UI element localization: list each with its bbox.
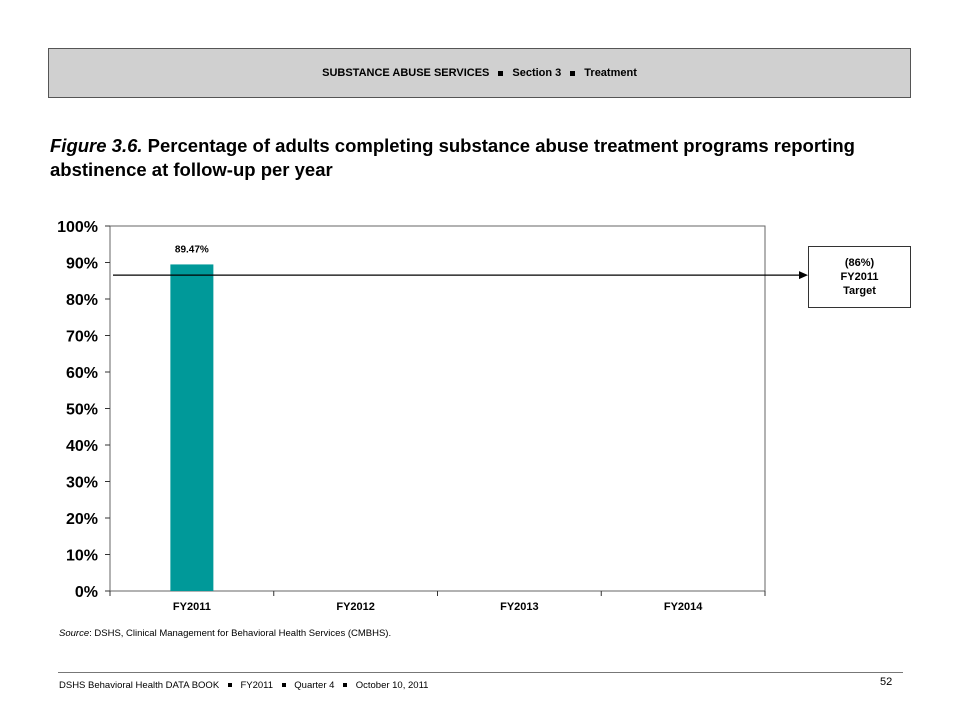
y-tick-label: 40% xyxy=(66,438,98,455)
footer-quarter: Quarter 4 xyxy=(294,680,335,691)
bar xyxy=(170,264,214,591)
source-note: Source: DSHS, Clinical Management for Be… xyxy=(59,628,391,639)
footer-year: FY2011 xyxy=(240,680,274,691)
separator-square-icon xyxy=(343,683,348,688)
separator-square-icon xyxy=(570,70,576,76)
separator-square-icon xyxy=(281,683,286,688)
target-value: (86%) xyxy=(844,257,875,269)
x-tick-label: FY2013 xyxy=(500,601,539,613)
y-tick-label: 100% xyxy=(57,219,98,236)
y-tick-label: 50% xyxy=(66,402,98,419)
y-tick-label: 20% xyxy=(66,511,98,528)
footer-date: October 10, 2011 xyxy=(355,680,429,691)
header-band: SUBSTANCE ABUSE SERVICES Section 3 Treat… xyxy=(48,48,911,98)
figure-number: Figure 3.6. xyxy=(50,135,143,156)
footer-book: DSHS Behavioral Health DATA BOOK xyxy=(59,680,220,691)
source-label: Source xyxy=(59,628,90,639)
y-tick-label: 70% xyxy=(66,329,98,346)
y-tick-label: 80% xyxy=(66,292,98,309)
figure-title-text: Percentage of adults completing substanc… xyxy=(50,135,855,180)
x-tick-label: FY2011 xyxy=(173,601,211,613)
footer: DSHS Behavioral Health DATA BOOK FY2011 … xyxy=(59,680,428,691)
target-year: FY2011 xyxy=(840,271,879,283)
y-tick-label: 60% xyxy=(66,365,98,382)
page-number: 52 xyxy=(880,676,893,688)
y-tick-label: 30% xyxy=(66,475,98,492)
target-box: (86%) FY2011 Target xyxy=(808,246,911,308)
target-arrowhead-icon xyxy=(799,271,808,280)
y-tick-label: 90% xyxy=(66,256,98,273)
x-tick-label: FY2014 xyxy=(664,601,703,613)
figure-title: Figure 3.6. Percentage of adults complet… xyxy=(50,134,920,182)
y-tick-label: 10% xyxy=(66,548,98,565)
plot-area xyxy=(109,225,766,592)
header-part: Section 3 xyxy=(512,67,562,79)
y-tick-label: 0% xyxy=(75,584,98,601)
source-text: : DSHS, Clinical Management for Behavior… xyxy=(89,628,392,639)
target-label: Target xyxy=(843,285,876,297)
separator-square-icon xyxy=(227,683,232,688)
header-section: SUBSTANCE ABUSE SERVICES xyxy=(322,67,490,79)
data-label: 89.47% xyxy=(175,244,209,255)
header-topic: Treatment xyxy=(584,67,637,79)
separator-square-icon xyxy=(498,70,504,76)
bar-chart: 0% 10% 20% 30% 40% 50% 60% 70% 80% 90% 100% FY2011 8… xyxy=(57,219,808,613)
footer-rule xyxy=(58,672,903,673)
x-tick-label: FY2012 xyxy=(336,601,375,613)
